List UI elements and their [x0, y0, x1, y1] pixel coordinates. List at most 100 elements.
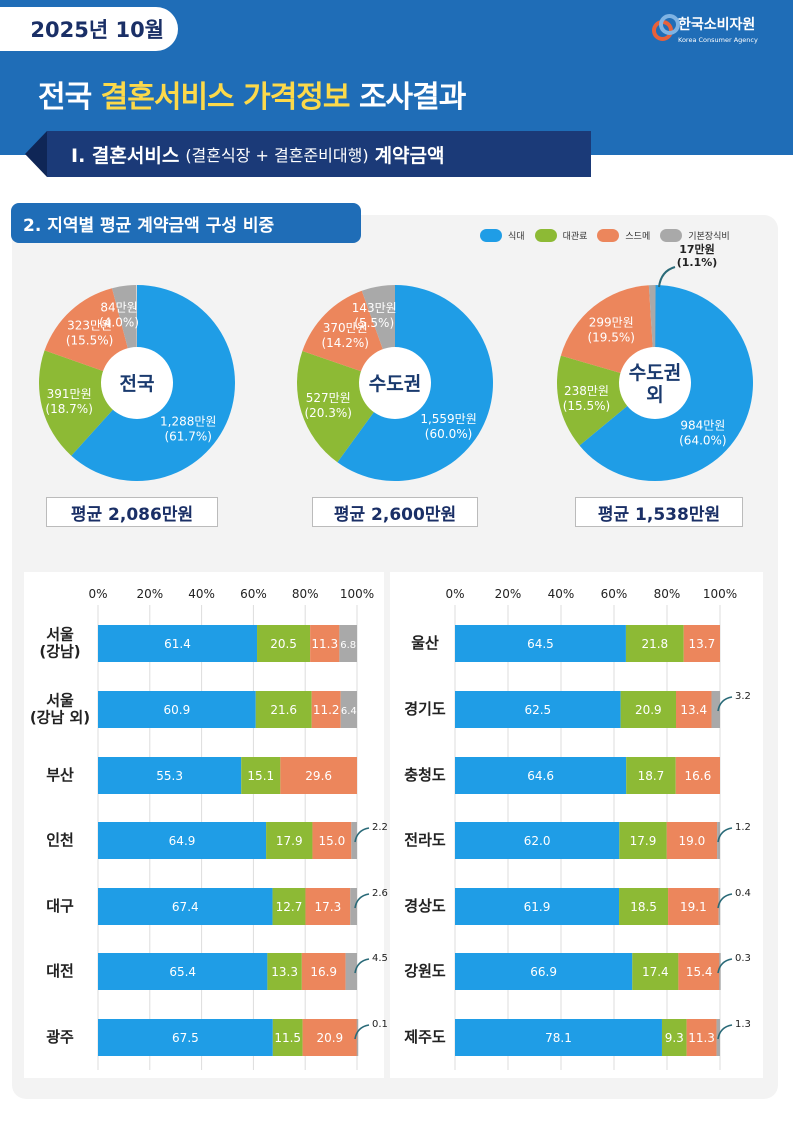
bar-segment — [666, 822, 718, 859]
category-label: 충청도 — [404, 766, 446, 784]
pie-center — [101, 347, 173, 419]
pie-label-amount: 299만원 — [589, 315, 634, 329]
bar-value: 62.0 — [524, 834, 551, 848]
x-tick-label: 40% — [188, 587, 215, 601]
bar-value: 29.6 — [305, 769, 332, 783]
legend-label: 스드메 — [625, 232, 651, 242]
pie-label-amount: 238만원 — [564, 384, 609, 398]
bar-value: 15.1 — [247, 769, 274, 783]
section1-sub: (결혼식장 + 결혼준비대행) — [185, 146, 369, 165]
bar-value-outside: 2.2 — [372, 822, 388, 833]
category-label: (강남 외) — [30, 709, 90, 727]
bar-value-outside: 0.4 — [735, 888, 751, 899]
bar-value: 15.4 — [686, 965, 713, 979]
pie-label-pct: (14.2%) — [321, 336, 368, 350]
bar-segment — [266, 822, 313, 859]
bar-segment — [620, 691, 677, 728]
bar-segment — [455, 1019, 662, 1056]
bar-value-outside: 1.3 — [735, 1019, 751, 1030]
pie-label-amount: 323만원 — [67, 319, 112, 333]
pie-label-amount: 391만원 — [47, 387, 92, 401]
pie-label-amount: 17만원 — [679, 242, 715, 256]
bar-segment — [711, 691, 720, 728]
bar-value: 11.3 — [688, 1031, 715, 1045]
bar-segment — [98, 1019, 273, 1056]
bar-segment — [98, 625, 258, 662]
bar-value: 11.2 — [313, 703, 340, 717]
legend-swatch — [480, 229, 502, 242]
bar-value-outside: 0.3 — [735, 953, 751, 964]
date-badge: 2025년 10월 — [0, 7, 178, 51]
bar-value: 17.9 — [276, 834, 303, 848]
x-tick-label: 60% — [601, 587, 628, 601]
x-tick-label: 0% — [445, 587, 464, 601]
pie-label-amount: 1,559만원 — [420, 412, 476, 426]
category-label: 서울 — [46, 692, 74, 710]
category-label: (강남) — [39, 643, 80, 661]
callout-arrow — [717, 958, 733, 974]
title-part: 전국 — [38, 80, 101, 115]
legend: 식대 대관료 스드메 기본장식비 — [480, 229, 730, 242]
bar-segment — [455, 888, 620, 925]
bar-value: 67.4 — [172, 900, 199, 914]
bar-segment — [311, 691, 341, 728]
bar-segment — [98, 888, 273, 925]
bar-value-outside: 2.6 — [372, 888, 388, 899]
callout-arrow — [658, 266, 676, 288]
legend-label: 기본장식비 — [688, 232, 730, 242]
bar-value: 19.0 — [679, 834, 706, 848]
bar-value: 60.9 — [164, 703, 191, 717]
bar-segment — [351, 822, 357, 859]
bar-segment — [312, 822, 352, 859]
bar-segment — [455, 691, 621, 728]
bar-value: 18.5 — [630, 900, 657, 914]
bar-segment — [619, 822, 667, 859]
callout-arrow — [717, 696, 733, 712]
bar-segment — [267, 953, 302, 990]
pie-label-pct: (19.5%) — [587, 330, 634, 344]
legend-swatch — [534, 229, 557, 242]
bar-segment — [455, 953, 633, 990]
bar-value: 61.9 — [524, 900, 551, 914]
section1-num: Ⅰ. 결혼서비스 — [71, 144, 180, 167]
x-tick-label: 80% — [654, 587, 681, 601]
bar-value: 15.0 — [319, 834, 346, 848]
bar-value-outside: 1.2 — [735, 822, 751, 833]
legend-swatch — [597, 229, 620, 242]
bar-segment — [683, 625, 720, 662]
bar-segment — [625, 625, 684, 662]
bar-value: 9.3 — [665, 1031, 684, 1045]
title-highlight: 결혼서비스 가격정보 — [100, 80, 351, 115]
bar-segment — [98, 953, 268, 990]
bar-value: 20.9 — [635, 703, 662, 717]
bar-segment — [339, 625, 357, 662]
bar-value: 6.4 — [341, 706, 357, 717]
bar-value: 67.5 — [172, 1031, 199, 1045]
category-label: 대구 — [46, 897, 74, 915]
pie-label-pct: (1.1%) — [677, 256, 718, 269]
pie-label-amount: 143만원 — [352, 301, 397, 315]
bar-segment — [626, 757, 676, 794]
logo-icon — [652, 14, 680, 41]
bar-value: 78.1 — [545, 1031, 572, 1045]
x-tick-label: 80% — [292, 587, 319, 601]
bar-segment — [678, 953, 720, 990]
pie-label-pct: (61.7%) — [164, 430, 211, 444]
category-label: 울산 — [411, 634, 439, 652]
bar-value: 17.9 — [630, 834, 657, 848]
bar-value: 13.4 — [680, 703, 707, 717]
bar-segment — [718, 888, 721, 925]
bar-value: 64.6 — [527, 769, 554, 783]
bar-value: 21.8 — [641, 637, 668, 651]
section1-tail: 계약금액 — [374, 144, 445, 167]
pie-center-title: 전국 — [120, 373, 155, 395]
pie-center — [359, 347, 431, 419]
bar-segment — [255, 691, 312, 728]
category-label: 경상도 — [404, 897, 446, 915]
bar-segment — [675, 757, 720, 794]
bar-segment — [686, 1019, 717, 1056]
bar-segment — [455, 625, 626, 662]
bar-segment — [676, 691, 712, 728]
x-tick-label: 20% — [495, 587, 522, 601]
callout-arrow — [354, 958, 370, 974]
